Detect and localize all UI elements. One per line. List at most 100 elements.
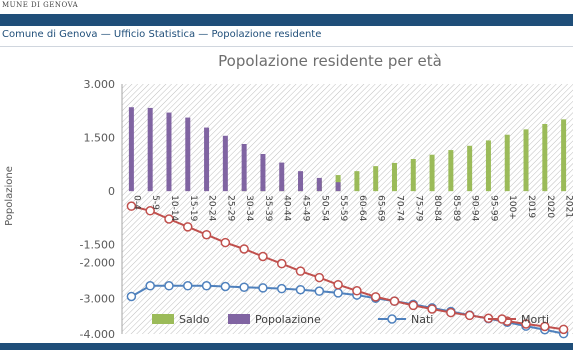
data-point	[183, 281, 193, 291]
bar	[241, 144, 247, 192]
data-point	[540, 321, 550, 332]
bar	[204, 127, 210, 192]
x-tick-label: 0-4	[131, 195, 141, 210]
bar	[260, 154, 266, 192]
x-tick-label: 2019	[526, 195, 536, 218]
bar	[485, 140, 491, 192]
legend: Saldo Popolazione Nati Morti	[152, 313, 549, 326]
data-point	[126, 291, 137, 302]
bar	[335, 182, 341, 192]
chart-title: Popolazione residente per età	[218, 52, 442, 70]
x-tick-label: 10-14	[169, 195, 179, 221]
plot-area	[122, 84, 573, 334]
data-point	[558, 324, 569, 335]
x-tick-label: 95-99	[488, 195, 498, 221]
data-point	[352, 286, 362, 296]
bar	[222, 135, 228, 192]
bar	[391, 162, 397, 192]
x-tick-label: 45-49	[301, 195, 311, 221]
x-tick-label: 25-29	[225, 195, 235, 221]
data-point	[464, 310, 475, 321]
x-tick-label: 100+	[507, 195, 517, 220]
x-tick-label: 50-54	[319, 195, 329, 221]
data-point	[276, 258, 287, 269]
x-tick-label: 15-19	[188, 195, 198, 221]
y-tick-label: 1.500	[84, 132, 116, 145]
bar	[448, 150, 454, 192]
data-point	[239, 282, 249, 292]
data-point	[201, 281, 212, 291]
data-point	[276, 283, 287, 294]
bar	[279, 162, 285, 192]
y-tick-label: -2.000	[80, 257, 115, 270]
data-point	[258, 251, 268, 262]
data-point	[220, 237, 231, 248]
data-point	[126, 201, 137, 211]
x-tick-label: 40-44	[282, 195, 292, 221]
bar	[467, 145, 473, 192]
data-point	[295, 266, 306, 276]
legend-label: Saldo	[179, 313, 210, 326]
y-tick-labels: 3.000 1.500 0 -1.500 -2.000 -3.000 -4.000	[80, 78, 115, 341]
x-tick-label: 90-94	[470, 195, 480, 221]
data-point	[446, 307, 456, 318]
brand-text: MUNE DI GENOVA	[2, 1, 79, 9]
x-tick-label: 75-79	[413, 195, 423, 221]
legend-swatch	[228, 314, 250, 324]
bar	[147, 107, 153, 192]
bar	[523, 129, 529, 192]
legend-label: Popolazione	[255, 313, 321, 326]
data-point	[220, 281, 231, 292]
bar	[504, 134, 510, 192]
y-tick-label: -4.000	[80, 328, 115, 341]
y-tick-label: -1.500	[80, 239, 115, 252]
bar-series	[128, 107, 567, 192]
x-tick-label: 65-69	[376, 195, 386, 221]
bar	[429, 154, 435, 192]
y-tick-label: 3.000	[84, 78, 116, 91]
y-tick-label: 0	[108, 185, 115, 198]
x-tick-label: 80-84	[432, 195, 442, 221]
data-point	[145, 281, 155, 291]
data-point	[145, 206, 155, 216]
data-point	[314, 286, 325, 296]
bar	[354, 171, 360, 192]
bar	[316, 177, 322, 192]
bar	[561, 119, 567, 192]
top-bar: MUNE DI GENOVA	[0, 0, 573, 14]
data-point	[389, 296, 400, 306]
page-subtitle: Comune di Genova — Ufficio Statistica — …	[2, 29, 322, 40]
data-point	[239, 244, 249, 254]
data-point	[370, 292, 381, 302]
x-tick-label: 85-89	[451, 195, 461, 221]
data-point	[258, 283, 268, 293]
x-tick-label: 20-24	[207, 195, 217, 221]
legend-marker	[497, 314, 507, 324]
data-point	[521, 319, 531, 329]
x-tick-label: 55-59	[338, 195, 348, 221]
x-tick-label: 35-39	[263, 195, 273, 221]
data-point	[427, 304, 437, 314]
legend-swatch	[152, 314, 174, 324]
data-point	[295, 284, 306, 295]
data-point	[164, 214, 174, 224]
data-point	[333, 288, 343, 298]
x-tick-labels: 0-4 5-9 10-14 15-19 20-24 25-29 30-34 35-39 40-4…	[131, 195, 573, 221]
x-tick-label: 70-74	[394, 195, 404, 221]
x-tick-label: 5-9	[150, 195, 160, 210]
footer-band	[0, 343, 573, 350]
x-tick-label: 30-34	[244, 195, 254, 221]
bar	[410, 159, 416, 192]
x-tick-label: 60-64	[357, 195, 367, 221]
bar	[166, 112, 172, 192]
subtitle-bar: Comune di Genova — Ufficio Statistica — …	[0, 26, 573, 47]
bar	[373, 166, 379, 192]
data-point	[201, 229, 212, 240]
data-point	[333, 279, 343, 290]
data-point	[314, 272, 325, 283]
bar	[298, 171, 304, 192]
bar	[128, 107, 134, 192]
x-tick-label: 2020	[545, 195, 555, 218]
legend-marker	[387, 314, 397, 324]
data-point	[183, 222, 193, 232]
